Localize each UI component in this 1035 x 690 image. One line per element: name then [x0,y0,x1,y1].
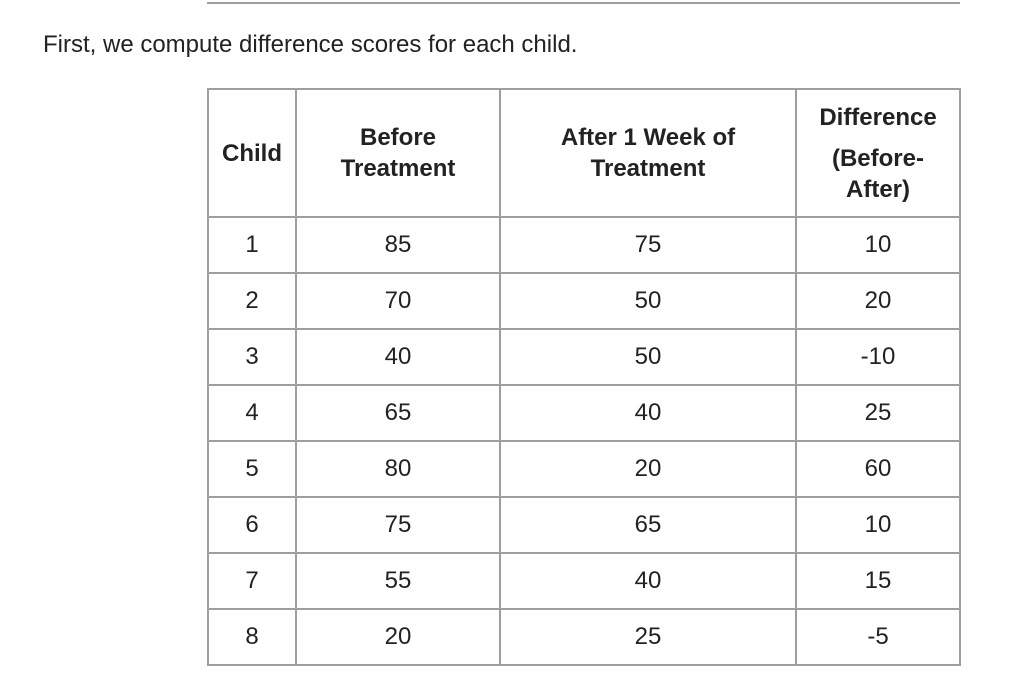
cell-difference: 10 [795,496,961,554]
table-row: 4 65 40 25 [207,384,961,442]
top-divider [207,0,960,4]
table-row: 6 75 65 10 [207,496,961,554]
cell-before: 65 [295,384,501,442]
cell-child: 2 [207,272,297,330]
cell-after: 50 [499,272,797,330]
cell-after: 75 [499,216,797,274]
cell-difference: 60 [795,440,961,498]
cell-before: 75 [295,496,501,554]
cell-before: 80 [295,440,501,498]
cell-difference: 25 [795,384,961,442]
header-difference-formula: (Before-After) [831,144,924,203]
cell-after: 50 [499,328,797,386]
cell-difference: -5 [795,608,961,666]
cell-difference: 15 [795,552,961,610]
cell-child: 4 [207,384,297,442]
table-header-row: Child Before Treatment After 1 Week of T… [207,88,961,218]
cell-child: 5 [207,440,297,498]
header-difference-label: Difference [819,103,937,131]
cell-before: 55 [295,552,501,610]
cell-difference: 20 [795,272,961,330]
table-body: 1 85 75 10 2 70 50 20 3 40 50 -10 4 65 40 25 5 80 20 60 6 75 6… [207,216,961,666]
header-after-label: After 1 Week of Treatment [560,124,736,182]
table-row: 1 85 75 10 [207,216,961,274]
cell-child: 3 [207,328,297,386]
header-child: Child [207,88,297,218]
intro-text: First, we compute difference scores for … [43,31,578,58]
cell-difference: 10 [795,216,961,274]
cell-child: 8 [207,608,297,666]
header-difference: Difference (Before-After) [795,88,961,218]
cell-before: 20 [295,608,501,666]
header-after-treatment: After 1 Week of Treatment [499,88,797,218]
cell-before: 40 [295,328,501,386]
cell-after: 40 [499,384,797,442]
table-row: 2 70 50 20 [207,272,961,330]
table-row: 5 80 20 60 [207,440,961,498]
cell-difference: -10 [795,328,961,386]
table-row: 7 55 40 15 [207,552,961,610]
cell-after: 65 [499,496,797,554]
cell-before: 70 [295,272,501,330]
cell-child: 6 [207,496,297,554]
cell-after: 20 [499,440,797,498]
difference-scores-table: Child Before Treatment After 1 Week of T… [207,88,961,666]
cell-after: 25 [499,608,797,666]
cell-before: 85 [295,216,501,274]
cell-child: 1 [207,216,297,274]
header-before-label: Before Treatment [340,124,456,182]
cell-child: 7 [207,552,297,610]
table-row: 3 40 50 -10 [207,328,961,386]
cell-after: 40 [499,552,797,610]
header-before-treatment: Before Treatment [295,88,501,218]
table-row: 8 20 25 -5 [207,608,961,666]
